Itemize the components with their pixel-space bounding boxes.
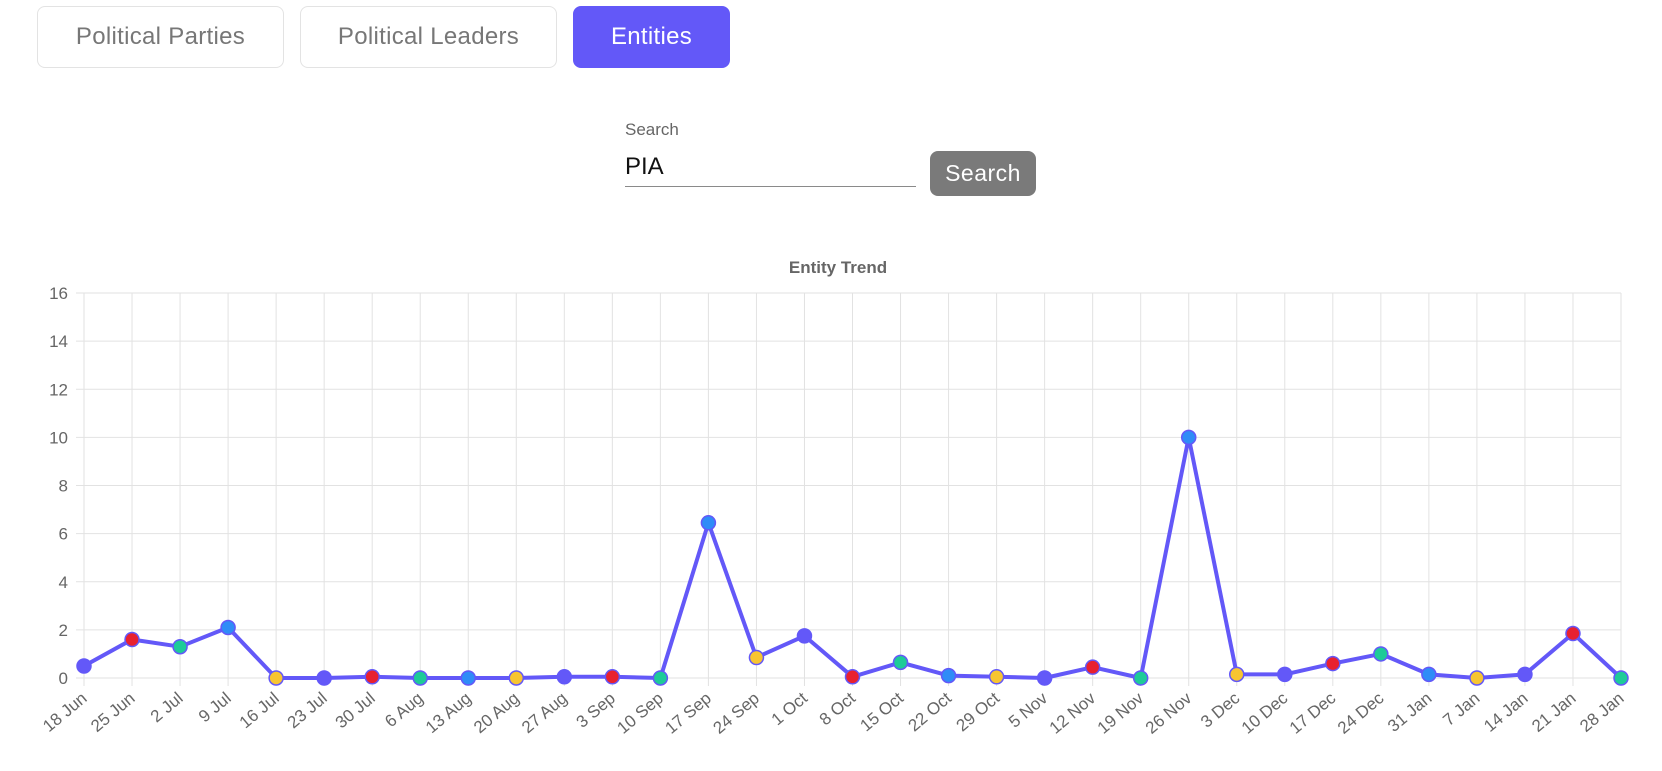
data-point [1373, 646, 1389, 662]
x-tick-label: 22 Oct [905, 688, 956, 735]
x-tick-label: 23 Jul [284, 689, 331, 733]
data-point [1325, 655, 1341, 672]
y-tick-label: 16 [49, 284, 68, 303]
tab-bar: Political Parties Political Leaders Enti… [37, 6, 730, 68]
search-input[interactable] [625, 148, 916, 187]
data-point [1229, 666, 1245, 683]
data-point [988, 669, 1005, 685]
x-tick-label: 17 Dec [1286, 688, 1340, 737]
x-tick-label: 10 Sep [613, 689, 666, 738]
data-point [1277, 666, 1293, 683]
chart-title: Entity Trend [789, 258, 887, 277]
data-point [1613, 670, 1629, 686]
x-tick-label: 7 Jan [1439, 689, 1483, 730]
data-point [316, 670, 332, 686]
data-point [892, 654, 909, 671]
x-tick-label: 15 Oct [857, 688, 908, 735]
x-tick-label: 25 Jun [87, 689, 138, 736]
x-tick-label: 14 Jan [1480, 689, 1531, 736]
x-tick-label: 20 Aug [470, 689, 523, 738]
data-point [364, 669, 380, 685]
data-point [700, 515, 717, 531]
x-tick-label: 19 Nov [1094, 688, 1148, 737]
data-point [1180, 429, 1197, 446]
x-tick-label: 10 Dec [1238, 688, 1292, 737]
data-point [124, 631, 140, 648]
tab-entities[interactable]: Entities [573, 6, 730, 68]
y-tick-label: 6 [59, 525, 68, 544]
x-tick-label: 24 Dec [1334, 688, 1388, 737]
data-point [1517, 666, 1533, 683]
x-tick-label: 6 Aug [381, 689, 427, 732]
y-tick-label: 10 [49, 428, 68, 447]
data-point [220, 619, 236, 636]
data-point [76, 658, 92, 674]
data-point [1132, 670, 1149, 686]
tab-political-parties[interactable]: Political Parties [37, 6, 284, 68]
data-point [604, 669, 621, 685]
search-button[interactable]: Search [930, 151, 1036, 196]
x-tick-label: 12 Nov [1046, 688, 1100, 737]
x-tick-label: 5 Nov [1005, 688, 1052, 731]
x-tick-label: 8 Oct [816, 688, 860, 729]
data-point [1565, 625, 1581, 642]
data-point [844, 669, 861, 685]
x-tick-label: 3 Dec [1197, 688, 1244, 731]
search-label: Search [625, 120, 679, 139]
x-tick-label: 27 Aug [518, 689, 571, 738]
data-point [1084, 659, 1101, 675]
x-tick-label: 3 Sep [573, 689, 619, 732]
x-tick-label: 30 Jul [332, 689, 379, 733]
x-tick-label: 13 Aug [422, 689, 475, 738]
data-point [652, 670, 669, 686]
search-form: Search [625, 120, 916, 187]
data-point [508, 670, 525, 686]
data-point [1469, 670, 1485, 686]
data-point [1421, 666, 1437, 683]
y-tick-label: 12 [49, 380, 68, 399]
x-tick-label: 26 Nov [1142, 688, 1196, 737]
x-tick-label: 28 Jan [1576, 689, 1627, 736]
x-tick-label: 18 Jun [39, 689, 90, 736]
data-point [556, 669, 573, 685]
y-tick-label: 2 [59, 621, 68, 640]
x-tick-label: 9 Jul [195, 689, 235, 727]
x-tick-label: 21 Jan [1528, 689, 1579, 736]
y-tick-label: 4 [59, 573, 68, 592]
data-point [268, 670, 284, 686]
x-tick-label: 1 Oct [768, 688, 812, 729]
y-tick-label: 0 [59, 669, 68, 688]
x-tick-label: 2 Jul [147, 689, 187, 727]
y-tick-label: 14 [49, 332, 68, 351]
data-point [172, 638, 188, 655]
x-tick-label: 31 Jan [1384, 689, 1435, 736]
data-point [796, 628, 813, 644]
data-point [1036, 670, 1053, 686]
x-tick-label: 29 Oct [953, 688, 1004, 735]
x-tick-label: 24 Sep [710, 689, 763, 738]
y-tick-label: 8 [59, 477, 68, 496]
data-point [460, 670, 476, 686]
data-point [412, 670, 428, 686]
x-tick-label: 17 Sep [661, 689, 714, 738]
data-point [748, 649, 765, 666]
tab-political-leaders[interactable]: Political Leaders [300, 6, 557, 68]
data-point [940, 667, 957, 684]
x-tick-label: 16 Jul [236, 689, 283, 733]
